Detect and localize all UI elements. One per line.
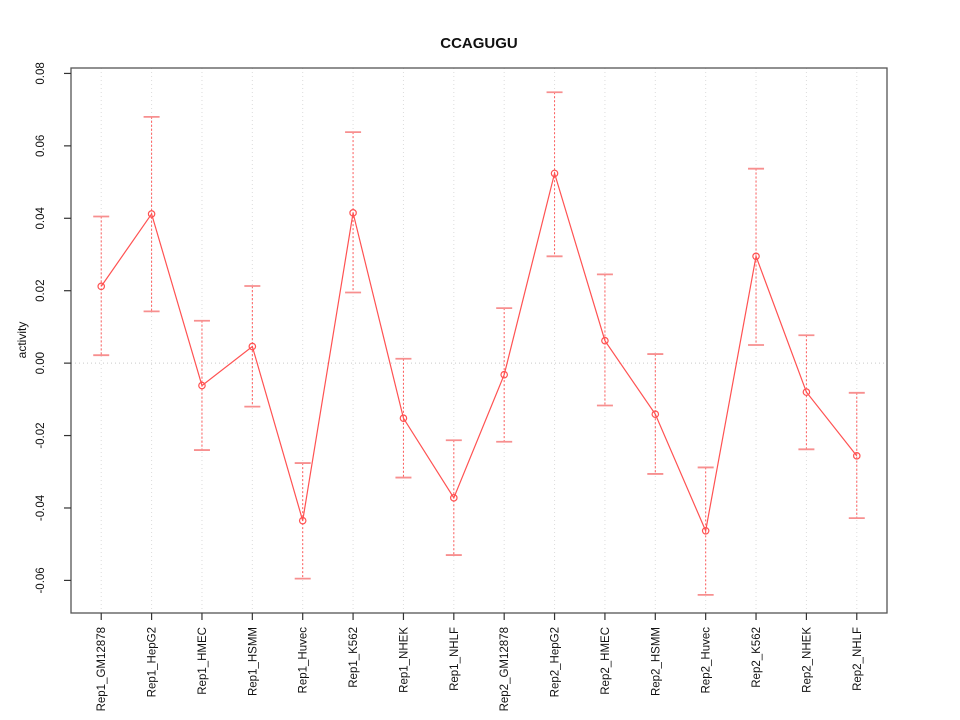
x-tick-label: Rep2_NHEK [801, 627, 813, 693]
x-tick-label: Rep1_NHLF [449, 627, 461, 691]
axes-layer [64, 67, 888, 620]
x-tick-label: Rep1_HepG2 [147, 627, 159, 697]
y-axis-label: activity [15, 322, 29, 359]
data-point [601, 336, 609, 345]
x-tick-label: Rep2_NHLF [852, 627, 864, 691]
x-tick-label: Rep2_HMEC [600, 627, 612, 695]
y-tick-label: -0.06 [35, 567, 47, 593]
x-tick-label: Rep2_GM12878 [499, 627, 511, 711]
data-point [802, 388, 811, 396]
x-tick-label: Rep1_GM12878 [96, 627, 108, 711]
data-point [450, 494, 458, 502]
chart-title: CCAGUGU [440, 35, 518, 52]
y-tick-label: -0.02 [35, 422, 47, 448]
data-point [651, 410, 660, 418]
data-point [752, 252, 760, 261]
x-tick-label: Rep2_HepG2 [550, 627, 562, 697]
data-point [852, 452, 861, 460]
y-tick-label: 0.08 [35, 62, 47, 84]
data-point [147, 210, 156, 218]
x-tick-label: Rep1_Huvec [298, 627, 310, 694]
data-point [399, 414, 408, 422]
data-points-layer [97, 169, 861, 535]
y-tick-label: -0.04 [35, 494, 47, 521]
tick-labels-layer: -0.06 -0.04 -0.02 0.00 0.02 0.04 0.06 0.08 Rep1_… [35, 62, 864, 711]
gridlines-layer [100, 68, 858, 613]
x-tick-label: Rep1_NHEK [398, 627, 410, 693]
series-line-layer [100, 171, 858, 533]
data-point [97, 282, 106, 291]
x-tick-label: Rep2_Huvec [701, 627, 713, 694]
data-point [550, 169, 559, 178]
y-tick-label: 0.02 [35, 280, 47, 302]
series-line [100, 171, 858, 533]
x-tick-label: Rep1_HMEC [197, 627, 209, 695]
x-tick-label: Rep2_HSMM [650, 627, 662, 696]
x-tick-label: Rep1_HSMM [247, 627, 259, 696]
x-tick-label: Rep1_K562 [348, 627, 360, 688]
data-point [198, 381, 206, 390]
data-point [349, 209, 357, 217]
data-point [248, 342, 257, 351]
data-point [298, 516, 307, 525]
y-tick-label: 0.00 [35, 352, 47, 374]
plot-border [70, 67, 888, 614]
x-tick-label: Rep2_K562 [751, 627, 763, 688]
y-tick-label: 0.06 [35, 135, 47, 157]
data-point [701, 526, 710, 535]
y-tick-label: 0.04 [35, 206, 47, 229]
error-bars-layer [93, 91, 865, 596]
data-point [500, 370, 508, 379]
